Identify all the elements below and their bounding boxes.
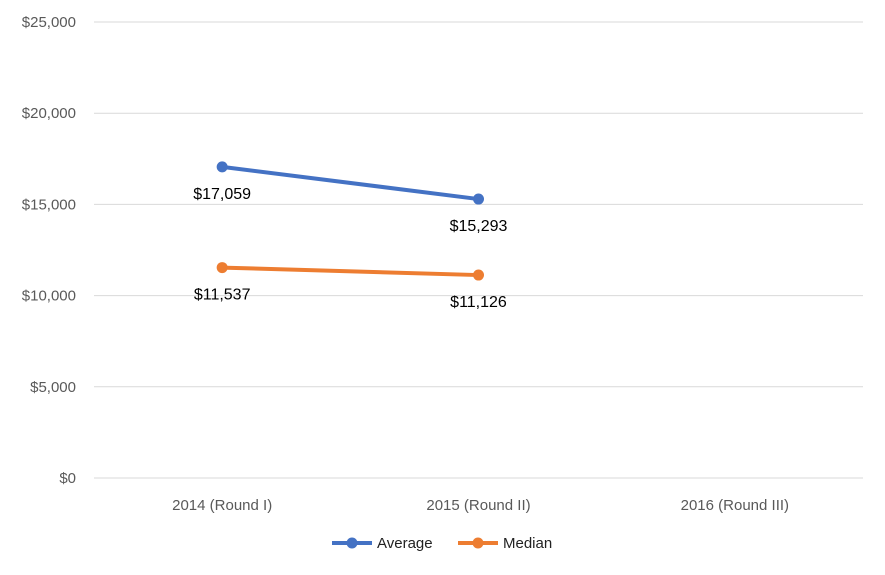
data-label-median-1: $11,126: [450, 294, 507, 311]
series-group: $17,059 $15,293 $11,537 $11,126: [193, 161, 508, 311]
x-tick-label-0: 2014 (Round I): [172, 497, 272, 514]
legend: Average Median: [332, 535, 552, 552]
y-tick-label-2: $10,000: [22, 288, 76, 305]
y-tick-label-0: $0: [59, 470, 76, 487]
data-label-average-0: $17,059: [193, 186, 251, 203]
gridlines: [94, 21, 863, 479]
data-label-median-0: $11,537: [194, 287, 251, 304]
series-line-median: [220, 265, 481, 278]
data-label-average-1: $15,293: [450, 218, 508, 235]
data-point-median-0: [216, 262, 228, 274]
y-tick-label-3: $15,000: [22, 196, 76, 213]
y-tick-label-5: $25,000: [22, 14, 76, 31]
series-average: $17,059 $15,293: [193, 161, 508, 235]
data-point-median-1: [473, 269, 484, 281]
legend-label-average: Average: [377, 535, 433, 552]
y-axis-tick-labels: $0 $5,000 $10,000 $15,000 $20,000 $25,000: [22, 14, 76, 487]
legend-swatch-marker-average: [346, 537, 358, 549]
data-point-average-0: [216, 161, 228, 173]
legend-item-median: Median: [458, 535, 552, 552]
y-tick-label-4: $20,000: [22, 105, 76, 122]
series-median: $11,537 $11,126: [194, 262, 507, 311]
x-axis-tick-labels: 2014 (Round I) 2015 (Round II) 2016 (Round…: [172, 497, 789, 514]
data-point-average-1: [473, 193, 484, 205]
legend-swatch-marker-median: [472, 537, 484, 549]
legend-label-median: Median: [503, 535, 552, 552]
y-tick-label-1: $5,000: [30, 379, 76, 396]
series-line-average: [220, 164, 481, 202]
x-tick-label-2: 2016 (Round III): [681, 497, 789, 514]
x-tick-label-1: 2015 (Round II): [426, 497, 530, 514]
legend-item-average: Average: [332, 535, 433, 552]
